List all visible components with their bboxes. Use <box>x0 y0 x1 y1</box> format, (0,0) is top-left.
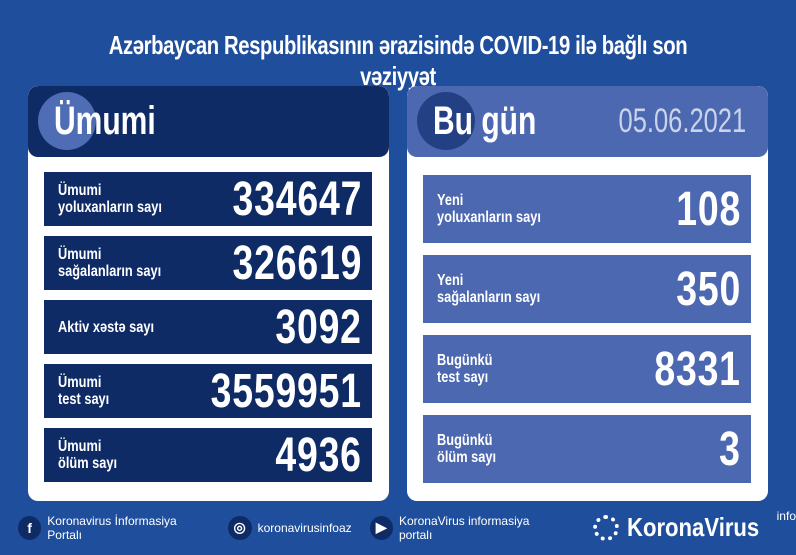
virus-icon <box>417 92 475 150</box>
instagram-label: koronavirusinfoaz <box>257 520 352 535</box>
virus-icon <box>38 92 96 150</box>
total-heading: Ümumi <box>54 99 156 143</box>
facebook-link[interactable]: f Koronavirus İnformasiya Portalı <box>18 514 210 542</box>
logo-text: KoronaVirus <box>627 512 760 542</box>
stat-row: Ümumi test sayı 3559951 <box>44 364 372 418</box>
stat-label: Bugünkü ölüm sayı <box>437 432 497 466</box>
stat-label: Yeni sağalanların sayı <box>437 272 541 306</box>
stat-value: 108 <box>676 182 741 236</box>
stat-row: Bugünkü ölüm sayı 3 <box>423 415 751 483</box>
footer: f Koronavirus İnformasiya Portalı ◎ korona… <box>0 508 796 545</box>
stat-row: Ümumi yoluxanların sayı 334647 <box>44 172 372 226</box>
stat-label: Ümumi test sayı <box>58 374 110 408</box>
stat-value: 326619 <box>232 236 362 290</box>
stat-row: Bugünkü test sayı 8331 <box>423 335 751 403</box>
stat-label: Ümumi yoluxanların sayı <box>58 182 162 216</box>
facebook-icon: f <box>18 515 42 540</box>
stat-row: Ümumi sağalanların sayı 326619 <box>44 236 372 290</box>
stat-row: Ümumi ölüm sayı 4936 <box>44 428 372 482</box>
stat-row: Yeni yoluxanların sayı 108 <box>423 175 751 243</box>
stat-value: 3 <box>719 422 741 476</box>
stat-label: Bugünkü test sayı <box>437 352 493 386</box>
total-header: Ümumi <box>28 86 389 157</box>
stat-value: 8331 <box>654 342 741 396</box>
page-title: Azərbaycan Respublikasının ərazisində CO… <box>108 30 688 91</box>
stat-row: Aktiv xəstə sayı 3092 <box>44 300 372 354</box>
stat-label: Yeni yoluxanların sayı <box>437 192 541 226</box>
youtube-label: KoronaVirus informasiya portalı <box>398 513 530 542</box>
date: 05.06.2021 <box>618 102 746 140</box>
sun-icon <box>593 514 620 541</box>
youtube-link[interactable]: ▶ KoronaVirus informasiya portalı <box>369 513 561 542</box>
total-panel: Ümumi Ümumi yoluxanların sayı 334647 Ümum… <box>28 86 389 501</box>
today-panel: Bu gün 05.06.2021 Yeni yoluxanların sayı… <box>407 86 768 501</box>
stat-value: 3559951 <box>210 364 362 418</box>
stat-label: Ümumi ölüm sayı <box>58 438 118 472</box>
stat-label: Ümumi sağalanların sayı <box>58 246 162 280</box>
stat-value: 350 <box>676 262 741 316</box>
instagram-link[interactable]: ◎ koronavirusinfoaz <box>227 515 352 540</box>
koronavirus-logo: KoronaVirus info <box>593 508 796 543</box>
stat-label: Aktiv xəstə sayı <box>58 318 155 336</box>
today-header: Bu gün 05.06.2021 <box>407 86 768 157</box>
stat-value: 3092 <box>275 300 362 354</box>
logo-sup: info <box>776 508 796 523</box>
instagram-icon: ◎ <box>227 515 252 540</box>
stat-value: 334647 <box>232 172 362 226</box>
facebook-label: Koronavirus İnformasiya Portalı <box>47 513 177 542</box>
today-heading: Bu gün <box>433 99 537 143</box>
youtube-icon: ▶ <box>369 515 393 540</box>
stat-value: 4936 <box>275 428 362 482</box>
stat-row: Yeni sağalanların sayı 350 <box>423 255 751 323</box>
